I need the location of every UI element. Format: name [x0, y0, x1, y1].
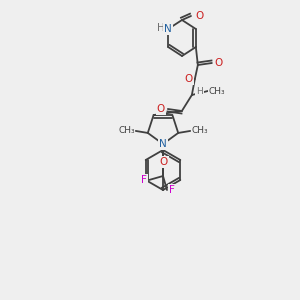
Text: CH₃: CH₃: [118, 126, 135, 135]
Text: N: N: [164, 24, 172, 34]
Text: H: H: [196, 88, 202, 97]
Text: O: O: [195, 11, 203, 21]
Text: O: O: [184, 74, 193, 84]
Text: CH₃: CH₃: [209, 86, 226, 95]
Text: O: O: [215, 58, 223, 68]
Text: CH₃: CH₃: [191, 126, 208, 135]
Text: O: O: [160, 157, 168, 167]
Text: O: O: [157, 104, 165, 114]
Text: N: N: [159, 139, 167, 149]
Text: F: F: [141, 175, 147, 185]
Text: H: H: [158, 23, 165, 33]
Text: F: F: [169, 185, 175, 195]
